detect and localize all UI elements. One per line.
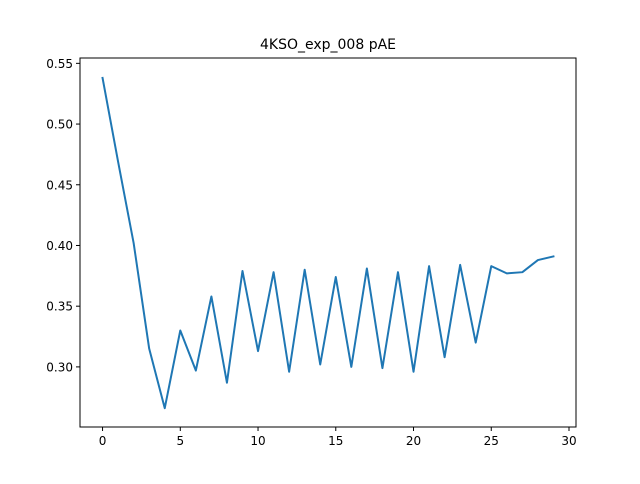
y-tick-label-3: 0.45 [46,178,73,192]
x-tick-label-4: 20 [406,434,421,448]
x-tick-label-5: 25 [484,434,499,448]
y-tick-label-2: 0.40 [46,239,73,253]
plot-area: 0 5 10 15 20 25 30 0.30 0.35 0.40 0.45 0.50 0.55 [46,57,576,448]
x-tick-label-6: 30 [561,434,576,448]
series-line-0 [101,76,555,410]
y-tick-label-1: 0.35 [46,300,73,314]
x-tick-label-3: 15 [328,434,343,448]
chart-title: 4KSO_exp_008 pAE [260,37,396,53]
y-tick-label-4: 0.50 [46,118,73,132]
x-tick-label-0: 0 [99,434,107,448]
x-tick-label-2: 10 [250,434,265,448]
x-tick-label-1: 5 [176,434,184,448]
y-tick-label-0: 0.30 [46,360,73,374]
y-tick-label-5: 0.55 [46,57,73,71]
axes-frame [79,57,577,428]
